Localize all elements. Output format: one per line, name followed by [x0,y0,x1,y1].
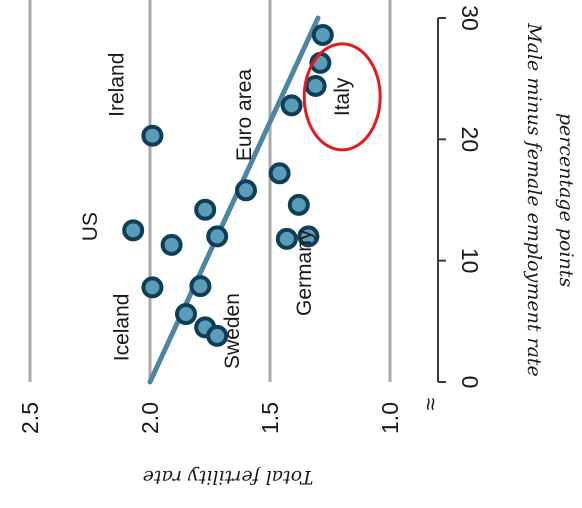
gridlines [28,0,392,382]
data-point [206,324,229,347]
data-point [297,225,320,248]
annotation-euro-area: Euro area [233,69,256,162]
data-points [122,23,334,347]
data-point [275,227,298,250]
y-axis-title: Total fertility rate [143,466,314,488]
y-tick-label: 1.0 [377,402,403,434]
data-point [311,23,334,46]
data-point [141,276,164,299]
data-point [304,74,327,97]
annotation-iceland: Iceland [110,294,133,362]
x-tick-label: 20 [457,127,483,153]
x-axis-title: Male minus female employment rate [523,22,545,377]
x-tick-label: 0 [457,376,483,389]
annotation-italy: Italy [331,77,354,116]
y-tick-label: 2.0 [137,402,163,434]
data-point [175,303,197,326]
data-point [189,275,212,298]
x-tick-label: 30 [457,5,483,31]
annotation-ireland: Ireland [106,53,129,117]
annotations: Iceland US Ireland Sweden Euro area Germany It… [79,42,382,369]
data-point [160,233,183,256]
data-point [268,162,291,185]
data-point [235,179,257,202]
annotation-sweden: Sweden [221,293,244,369]
data-point [141,124,164,147]
data-point [280,94,303,117]
x-axis-subtitle: percentage points [555,113,577,288]
y-tick-label: 2.5 [17,402,43,434]
data-point [206,225,229,248]
data-point [122,219,145,242]
data-point [194,198,217,221]
data-point [287,193,310,216]
x-tick-label: 10 [457,248,483,274]
x-axis [437,17,446,383]
annotation-us: US [79,212,102,241]
y-tick-label: 1.5 [257,402,283,434]
annotation-germany: Germany [293,229,316,316]
y-axis-break-marker: ≈ [418,398,444,411]
tick-labels: 1.0 1.5 2.0 2.5 0 10 20 30 [17,5,483,434]
highlight-ellipse [302,42,382,152]
